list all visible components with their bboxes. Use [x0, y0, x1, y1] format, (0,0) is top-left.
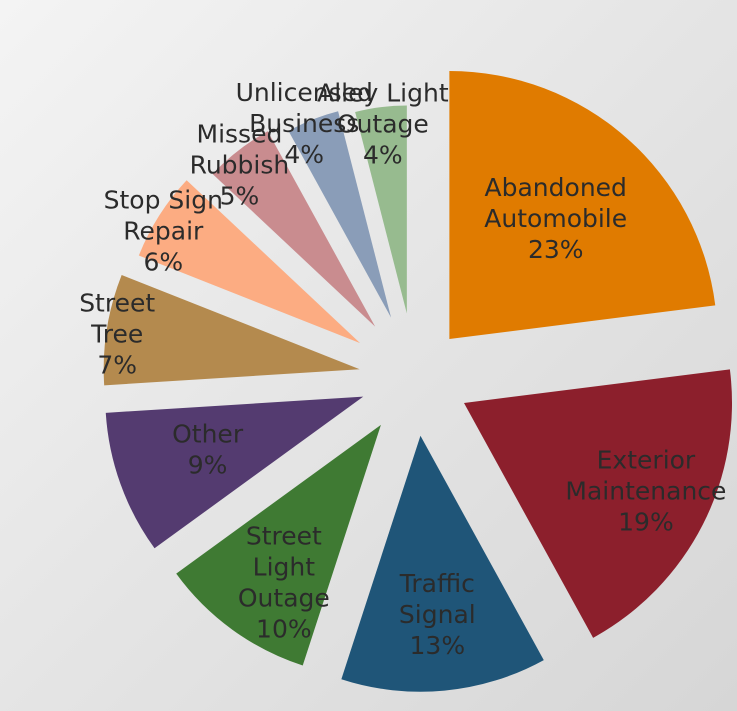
slice-label-line: Automobile: [484, 204, 627, 233]
slice-label-1: Exterior Maintenance 19%: [565, 445, 726, 536]
slice-label-line: Street: [246, 522, 322, 551]
slice-label-line: 19%: [618, 507, 674, 536]
slice-label-line: 23%: [528, 235, 584, 264]
slice-label-line: Exterior: [597, 445, 696, 474]
slice-label-line: Repair: [123, 217, 204, 246]
slice-label-line: 7%: [97, 351, 137, 380]
pie-slice-4: [105, 396, 364, 549]
pie-slice-1: [464, 369, 733, 638]
slice-label-3: Street Light Outage 10%: [238, 522, 330, 644]
slice-label-line: Traffic: [399, 569, 475, 598]
slice-label-6: Stop Sign Repair 6%: [104, 186, 223, 277]
slice-label-0: Abandoned Automobile 23%: [484, 173, 627, 264]
slice-label-5: Street Tree 7%: [79, 289, 155, 380]
slice-label-line: 4%: [363, 140, 403, 169]
slice-label-line: Abandoned: [485, 173, 627, 202]
slice-label-line: Alley Light: [317, 78, 449, 107]
pie-slice-8: [288, 111, 392, 318]
slice-label-line: Signal: [399, 600, 476, 629]
slice-label-line: Rubbish: [190, 150, 290, 179]
slice-label-line: Outage: [238, 584, 330, 613]
slice-label-line: 4%: [284, 140, 324, 169]
slice-label-line: Unlicensed: [236, 78, 373, 107]
slice-label-2: Traffic Signal 13%: [399, 569, 476, 660]
slice-label-line: 6%: [143, 248, 183, 277]
slice-label-8: Unlicensed Business 4%: [236, 78, 373, 169]
slice-label-line: 10%: [256, 615, 312, 644]
slice-label-line: Other: [172, 419, 244, 448]
slice-label-line: 9%: [188, 450, 228, 479]
slice-label-line: Stop Sign: [104, 186, 223, 215]
slice-label-line: 5%: [220, 181, 260, 210]
slice-label-line: Tree: [90, 320, 143, 349]
pie-slice-5: [103, 274, 360, 386]
pie-slice-2: [341, 435, 544, 692]
slice-label-7: Missed Rubbish 5%: [190, 119, 290, 210]
pie-slice-6: [138, 180, 361, 344]
slice-label-line: Business: [249, 109, 359, 138]
slice-label-line: Outage: [337, 109, 429, 138]
pie-slice-0: [449, 70, 716, 339]
slice-label-line: Missed: [197, 119, 283, 148]
pie-slice-3: [176, 424, 381, 666]
pie-slice-9: [355, 105, 407, 314]
pie-slice-7: [212, 131, 376, 327]
slice-label-4: Other 9%: [172, 419, 244, 479]
slice-label-line: Light: [253, 553, 316, 582]
slice-label-line: Maintenance: [565, 476, 726, 505]
slice-label-line: Street: [79, 289, 155, 318]
slice-label-line: 13%: [410, 631, 466, 660]
slice-label-9: Alley Light Outage 4%: [317, 78, 449, 169]
